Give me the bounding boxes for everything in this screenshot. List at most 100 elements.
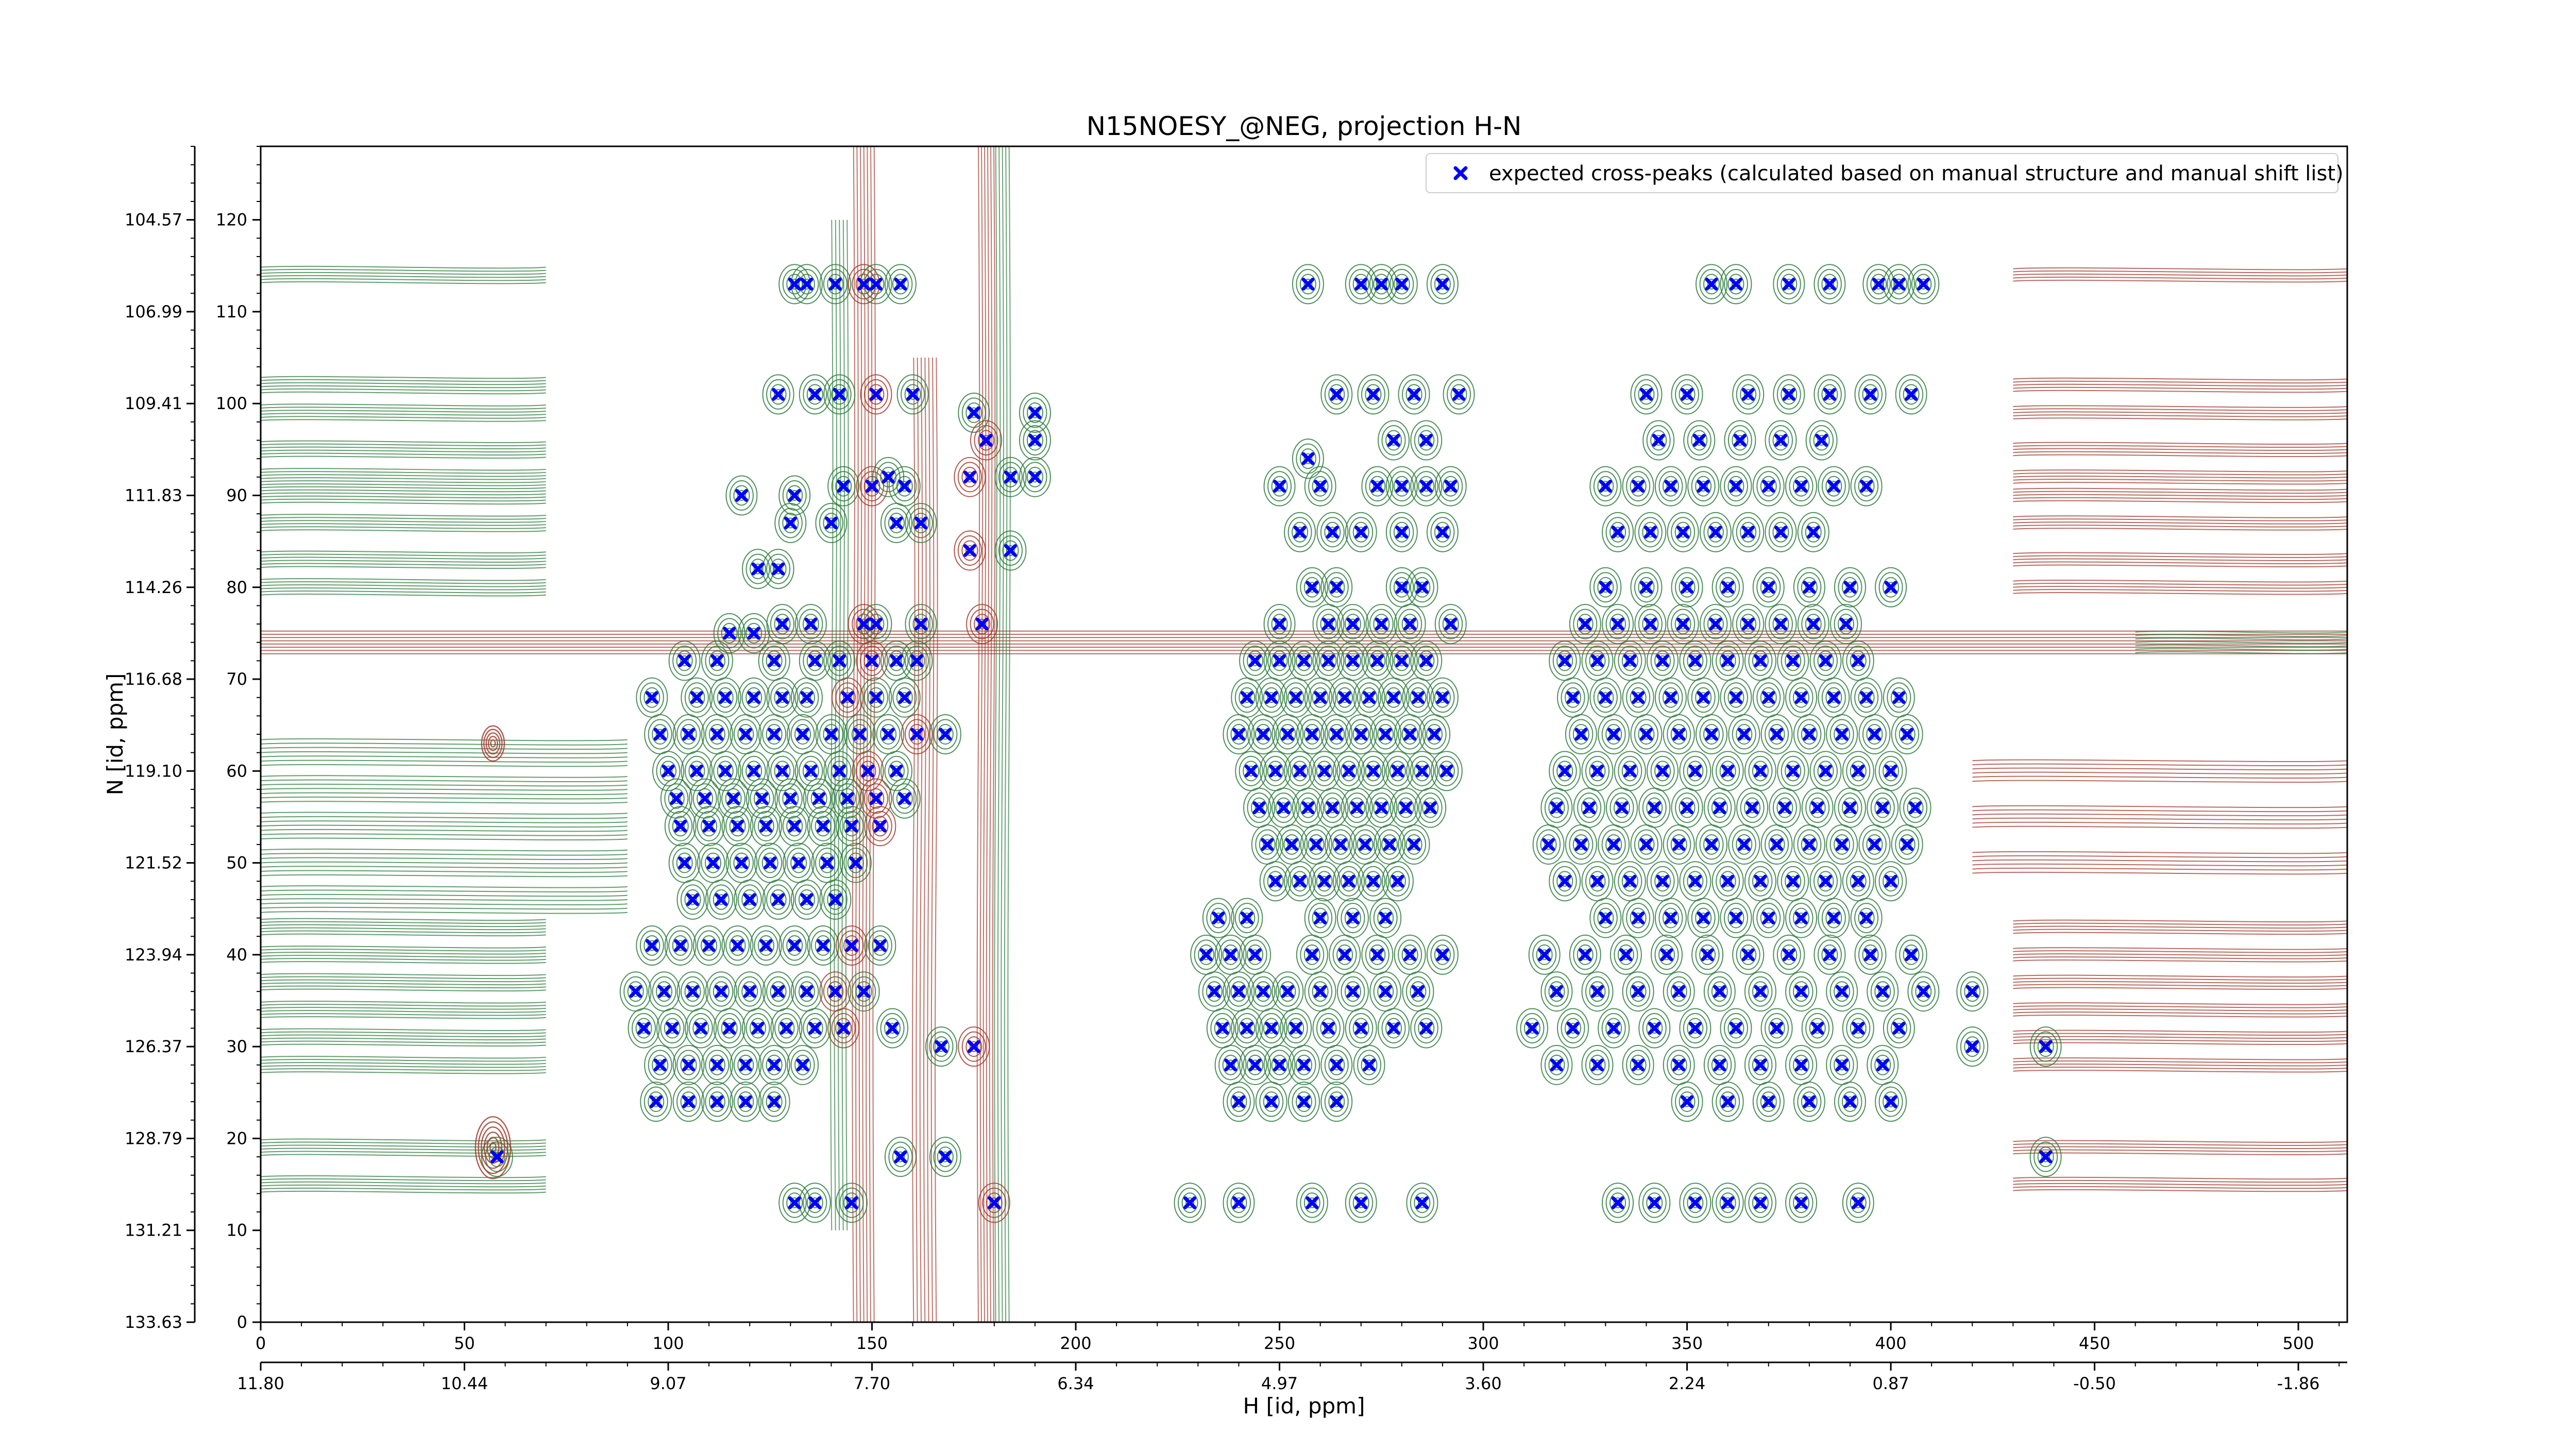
- expected-peak-mark: [792, 856, 805, 870]
- y-index-tick-label: 20: [226, 1128, 247, 1148]
- contour-ring: [1218, 1023, 1227, 1034]
- contour-band: [261, 643, 2347, 646]
- contour-ring: [1654, 466, 1687, 507]
- contour-ring: [811, 811, 836, 841]
- expected-peak-mark: [1366, 387, 1380, 401]
- expected-peak-mark: [1330, 1095, 1343, 1108]
- contour-ring: [1650, 1197, 1659, 1208]
- contour-ring: [1675, 792, 1700, 823]
- contour-ring: [1675, 1086, 1700, 1117]
- contour-band: [261, 918, 546, 921]
- contour-ring: [1434, 687, 1451, 708]
- contour-band: [261, 933, 546, 937]
- contour-ring: [880, 724, 897, 745]
- contour-ring: [863, 379, 888, 410]
- expected-peak-mark: [1786, 654, 1800, 667]
- contour-ring: [810, 1197, 820, 1208]
- contour-ring: [1621, 650, 1638, 671]
- contour-ring: [1292, 521, 1309, 543]
- contour-ring: [1609, 614, 1626, 635]
- expected-peak-mark: [1277, 801, 1290, 815]
- contour-band: [261, 1178, 546, 1182]
- expected-peak-mark: [1281, 728, 1294, 741]
- contour-ring: [843, 935, 860, 956]
- contour-ring: [1663, 971, 1695, 1012]
- contour-ring: [1299, 274, 1316, 295]
- expected-peak-mark: [1656, 764, 1669, 778]
- contour-ring: [860, 264, 892, 305]
- contour-ring: [1402, 829, 1427, 860]
- contour-ring: [1670, 981, 1687, 1002]
- contour-ring: [1764, 692, 1773, 703]
- expected-peak-mark: [1526, 1022, 1539, 1035]
- expected-peak-mark: [682, 1095, 696, 1108]
- contour-ring: [1397, 481, 1406, 492]
- contour-ring: [912, 655, 922, 666]
- expected-peak-mark: [755, 792, 769, 805]
- expected-peak-mark: [1729, 277, 1742, 291]
- expected-peak-mark: [1860, 912, 1873, 925]
- expected-peak-mark: [1444, 480, 1458, 493]
- contour-ring: [1303, 453, 1313, 464]
- contour-ring: [933, 719, 958, 750]
- contour-ring: [961, 540, 978, 561]
- contour-ring: [1793, 907, 1810, 929]
- expected-peak-mark: [1648, 801, 1661, 815]
- contour-ring: [859, 986, 869, 997]
- contour-ring: [1878, 866, 1903, 897]
- contour-ring: [1887, 682, 1911, 713]
- contour-ring: [1654, 435, 1663, 446]
- expected-peak-mark: [1843, 581, 1857, 594]
- x-index-axis: 0 50 100 150 200 250 300 350 400 450 500: [256, 1322, 2340, 1353]
- expected-peak-mark: [1701, 948, 1714, 961]
- contour-ring: [1536, 829, 1561, 860]
- contour-ring: [474, 1116, 512, 1179]
- y-ppm-axis: 133.63131.21128.79126.37123.94121.52119.…: [125, 146, 196, 1332]
- contour-ring: [1846, 1187, 1871, 1218]
- contour-ring: [1691, 903, 1716, 934]
- contour-ring: [770, 981, 787, 1002]
- contour-ring: [1870, 792, 1895, 823]
- y-ppm-tick-label: 111.83: [125, 485, 182, 505]
- expected-peak-mark: [1028, 434, 1042, 447]
- contour-ring: [958, 1026, 990, 1067]
- contour-ring: [1303, 278, 1313, 290]
- contour-ring: [1352, 521, 1369, 543]
- contour-ring: [656, 981, 673, 1002]
- contour-ring: [892, 1146, 909, 1168]
- contour-ring: [790, 879, 823, 920]
- contour-band: [261, 483, 546, 486]
- contour-ring: [1023, 425, 1047, 455]
- contour-ring: [1781, 384, 1798, 405]
- contour-ring: [713, 1008, 745, 1049]
- contour-ring: [1642, 1187, 1667, 1218]
- expected-peak-mark: [1754, 985, 1767, 998]
- expected-peak-mark: [1269, 874, 1282, 888]
- contour-ring: [1821, 944, 1838, 965]
- expected-peak-mark: [1656, 654, 1669, 667]
- contour-band: [261, 376, 546, 379]
- contour-ring: [1348, 913, 1358, 924]
- contour-ring: [1866, 389, 1875, 400]
- expected-peak-mark: [743, 985, 756, 998]
- contour-ring: [1756, 471, 1781, 502]
- expected-peak-mark: [1338, 691, 1351, 704]
- contour-band: [2013, 1149, 2347, 1152]
- expected-peak-mark: [1297, 1058, 1311, 1072]
- contour-ring: [1385, 512, 1418, 552]
- contour-ring: [1373, 976, 1398, 1007]
- expected-peak-mark: [1884, 581, 1897, 594]
- contour-ring: [1320, 714, 1353, 754]
- contour-ring: [1410, 420, 1443, 461]
- expected-peak-mark: [1199, 948, 1213, 961]
- contour-ring: [1731, 278, 1740, 290]
- contour-ring: [1222, 944, 1239, 965]
- expected-peak-mark: [1297, 1095, 1311, 1108]
- contour-ring: [1341, 761, 1358, 782]
- expected-peak-mark: [1843, 1095, 1857, 1108]
- expected-peak-mark: [1224, 1058, 1238, 1072]
- contour-ring: [1618, 645, 1642, 676]
- contour-ring: [835, 476, 852, 497]
- contour-ring: [1234, 986, 1243, 997]
- contour-ring: [1768, 724, 1785, 745]
